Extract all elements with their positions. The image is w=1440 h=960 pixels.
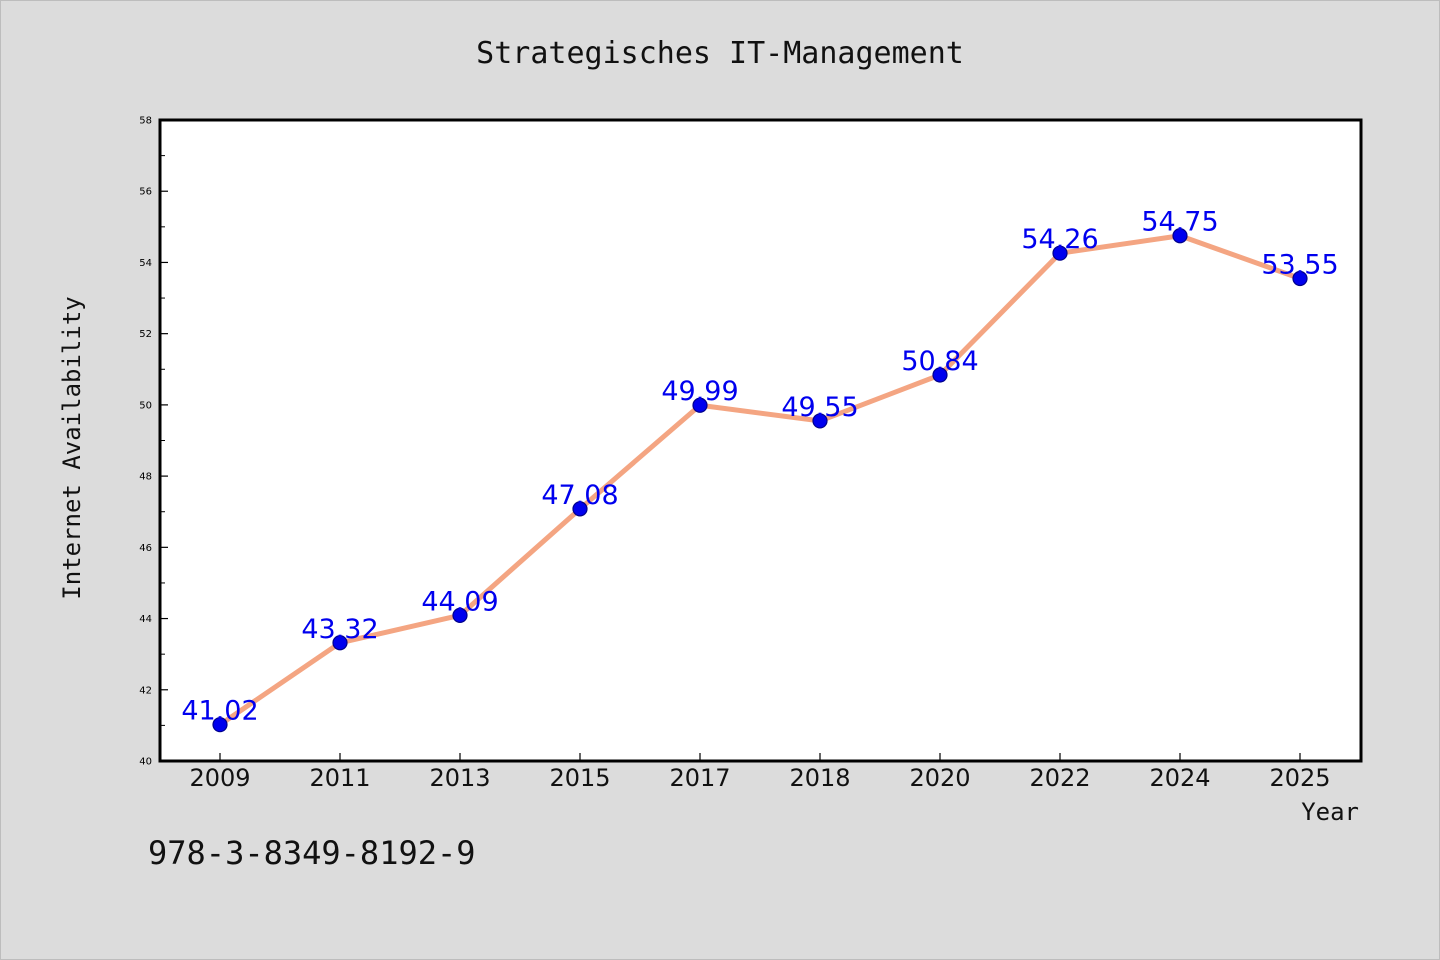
x-tick-label: 2024 — [1149, 764, 1210, 792]
series-markers — [212, 228, 1308, 733]
data-label: 54.75 — [1141, 207, 1218, 238]
data-point — [1172, 228, 1188, 244]
data-point — [1052, 245, 1068, 261]
data-label: 54.26 — [1021, 224, 1098, 255]
data-point — [692, 397, 708, 413]
data-point — [332, 635, 348, 651]
data-label: 47.08 — [541, 480, 618, 511]
x-tick-label: 2022 — [1029, 764, 1090, 792]
data-point — [452, 607, 468, 623]
data-point — [812, 413, 828, 429]
y-tick-label: 42 — [139, 685, 152, 696]
y-axis-label: Internet Availability — [58, 296, 86, 599]
series-line — [217, 233, 1303, 728]
isbn-annotation: 978-3-8349-8192-9 — [148, 834, 476, 872]
y-tick-label: 40 — [139, 757, 152, 768]
y-tick-label: 54 — [139, 258, 152, 269]
chart-title: Strategisches IT-Management — [476, 36, 964, 71]
data-point — [572, 501, 588, 517]
data-point — [1292, 270, 1308, 287]
x-axis-label: Year — [1301, 798, 1359, 826]
y-tick-label: 58 — [139, 116, 152, 127]
y-tick-label: 44 — [139, 614, 152, 625]
y-tick-label: 46 — [139, 543, 152, 554]
x-tick-label: 2017 — [669, 764, 730, 792]
y-tick-label: 50 — [139, 400, 152, 411]
data-label: 41.02 — [181, 696, 258, 727]
x-axis: 2009 2011 2013 2015 2017 2018 2020 2022 2024 2025 — [189, 753, 1331, 792]
x-tick-label: 2025 — [1269, 764, 1330, 792]
x-tick-label: 2009 — [189, 764, 250, 792]
data-label: 49.99 — [661, 376, 738, 407]
x-tick-label: 2018 — [789, 764, 850, 792]
y-axis: 40 42 44 46 48 50 52 54 56 58 — [139, 116, 168, 768]
y-tick-label: 56 — [139, 187, 152, 198]
data-label: 50.84 — [901, 346, 978, 377]
plot-area — [158, 118, 1363, 763]
x-tick-label: 2020 — [909, 764, 970, 792]
x-tick-label: 2013 — [429, 764, 490, 792]
x-tick-label: 2015 — [549, 764, 610, 792]
data-label: 49.55 — [781, 392, 858, 423]
data-label: 44.09 — [421, 586, 498, 617]
data-labels: 41.02 43.32 44.09 47.08 49.99 49.55 50.84 54.26… — [181, 207, 1338, 727]
data-point — [932, 367, 948, 383]
data-label: 53.55 — [1261, 249, 1338, 280]
data-label: 43.32 — [301, 614, 378, 645]
y-tick-label: 48 — [139, 472, 152, 483]
y-tick-label: 52 — [139, 329, 152, 340]
x-tick-label: 2011 — [309, 764, 370, 792]
data-point — [212, 717, 228, 733]
